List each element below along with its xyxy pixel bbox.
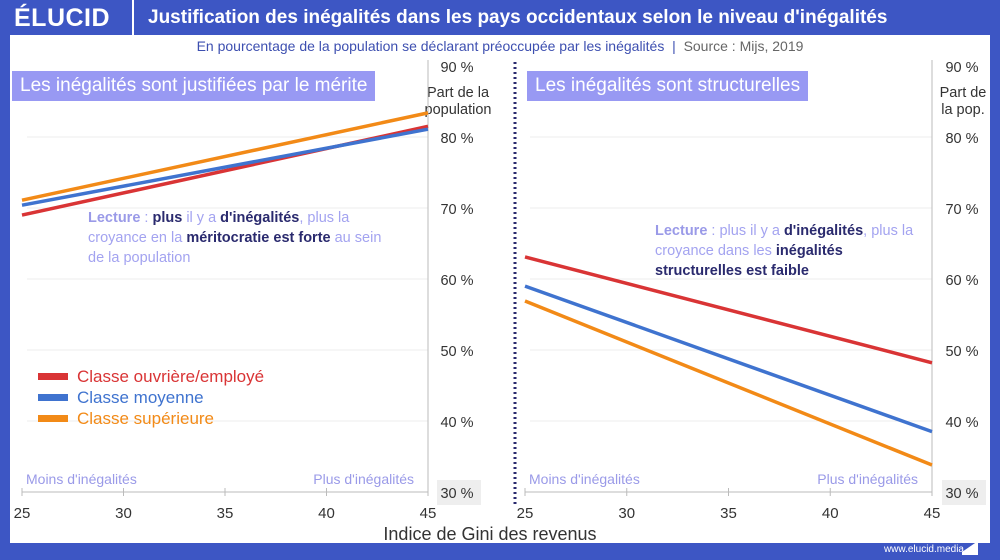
left-annotation-more: Plus d'inégalités — [313, 471, 414, 487]
right-ylabel-line1: Part de — [940, 85, 987, 101]
left-ytick-label: 90 % — [440, 60, 473, 76]
right-xtick-label: 25 — [517, 505, 534, 522]
right-annotation-more: Plus d'inégalités — [817, 471, 918, 487]
left-series-line-2 — [21, 127, 429, 207]
subtitle-text: En pourcentage de la population se décla… — [196, 38, 665, 54]
right-ytick-label: 40 % — [945, 415, 978, 431]
right-annotation-less: Moins d'inégalités — [529, 471, 640, 487]
legend: Classe ouvrière/employé Classe moyenne C… — [38, 366, 264, 429]
left-chart-title: Les inégalités sont justifiées par le mé… — [12, 71, 376, 101]
right-ytick-label: 30 % — [945, 486, 978, 502]
right-xtick-label: 40 — [822, 505, 839, 522]
left-ytick-label: 70 % — [440, 202, 473, 218]
x-axis-title: Indice de Gini des revenus — [383, 524, 596, 544]
right-ytick-label: 70 % — [945, 202, 978, 218]
left-annotation-less: Moins d'inégalités — [26, 471, 137, 487]
right-ylabel-line2: la pop. — [941, 102, 985, 118]
source: Source : Mijs, 2019 — [683, 38, 804, 54]
chart-panel — [10, 35, 990, 543]
right-series-line-3 — [524, 299, 933, 467]
left-ytick-label: 30 % — [440, 486, 473, 502]
elucid-corner-logo-icon — [962, 541, 978, 555]
left-lecture-note: Lecture : plus il y a d'inégalités, plus… — [88, 210, 382, 266]
right-series-line-2 — [524, 284, 933, 434]
right-xtick-label: 35 — [720, 505, 737, 522]
left-xtick-label: 45 — [420, 505, 437, 522]
left-ytick-label: 60 % — [440, 273, 473, 289]
right-ytick-label: 90 % — [945, 60, 978, 76]
legend-item-moyenne: Classe moyenne — [38, 387, 264, 408]
left-xtick-label: 30 — [115, 505, 132, 522]
left-series-line-3 — [21, 111, 429, 202]
left-ytick-bg — [437, 480, 481, 505]
right-series-line-1 — [524, 255, 933, 365]
legend-item-ouvriere: Classe ouvrière/employé — [38, 366, 264, 387]
subtitle: En pourcentage de la population se décla… — [196, 38, 804, 54]
right-ytick-label: 60 % — [945, 273, 978, 289]
legend-item-superieure: Classe supérieure — [38, 408, 264, 429]
right-xtick-label: 45 — [924, 505, 941, 522]
left-ytick-label: 40 % — [440, 415, 473, 431]
left-ylabel-line1: Part de la — [427, 85, 490, 101]
right-ytick-bg — [942, 480, 986, 505]
left-xtick-label: 25 — [14, 505, 31, 522]
left-xtick-label: 40 — [318, 505, 335, 522]
right-lecture-note: Lecture : plus il y a d'inégalités, plus… — [655, 223, 914, 279]
logo-divider — [132, 0, 134, 35]
page-title: Justification des inégalités dans les pa… — [148, 7, 888, 28]
footer-url: www.elucid.media — [883, 544, 964, 555]
right-ytick-label: 50 % — [945, 344, 978, 360]
right-chart-title: Les inégalités sont structurelles — [527, 71, 809, 101]
left-ytick-label: 50 % — [440, 344, 473, 360]
elucid-logo: ÉLUCID — [14, 4, 111, 32]
right-xtick-label: 30 — [618, 505, 635, 522]
right-ytick-label: 80 % — [945, 131, 978, 147]
left-xtick-label: 35 — [217, 505, 234, 522]
left-ylabel-line2: population — [425, 102, 492, 118]
left-ytick-label: 80 % — [440, 131, 473, 147]
